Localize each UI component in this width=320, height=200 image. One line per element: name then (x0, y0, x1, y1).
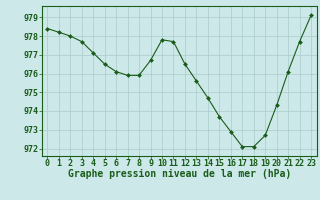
X-axis label: Graphe pression niveau de la mer (hPa): Graphe pression niveau de la mer (hPa) (68, 169, 291, 179)
